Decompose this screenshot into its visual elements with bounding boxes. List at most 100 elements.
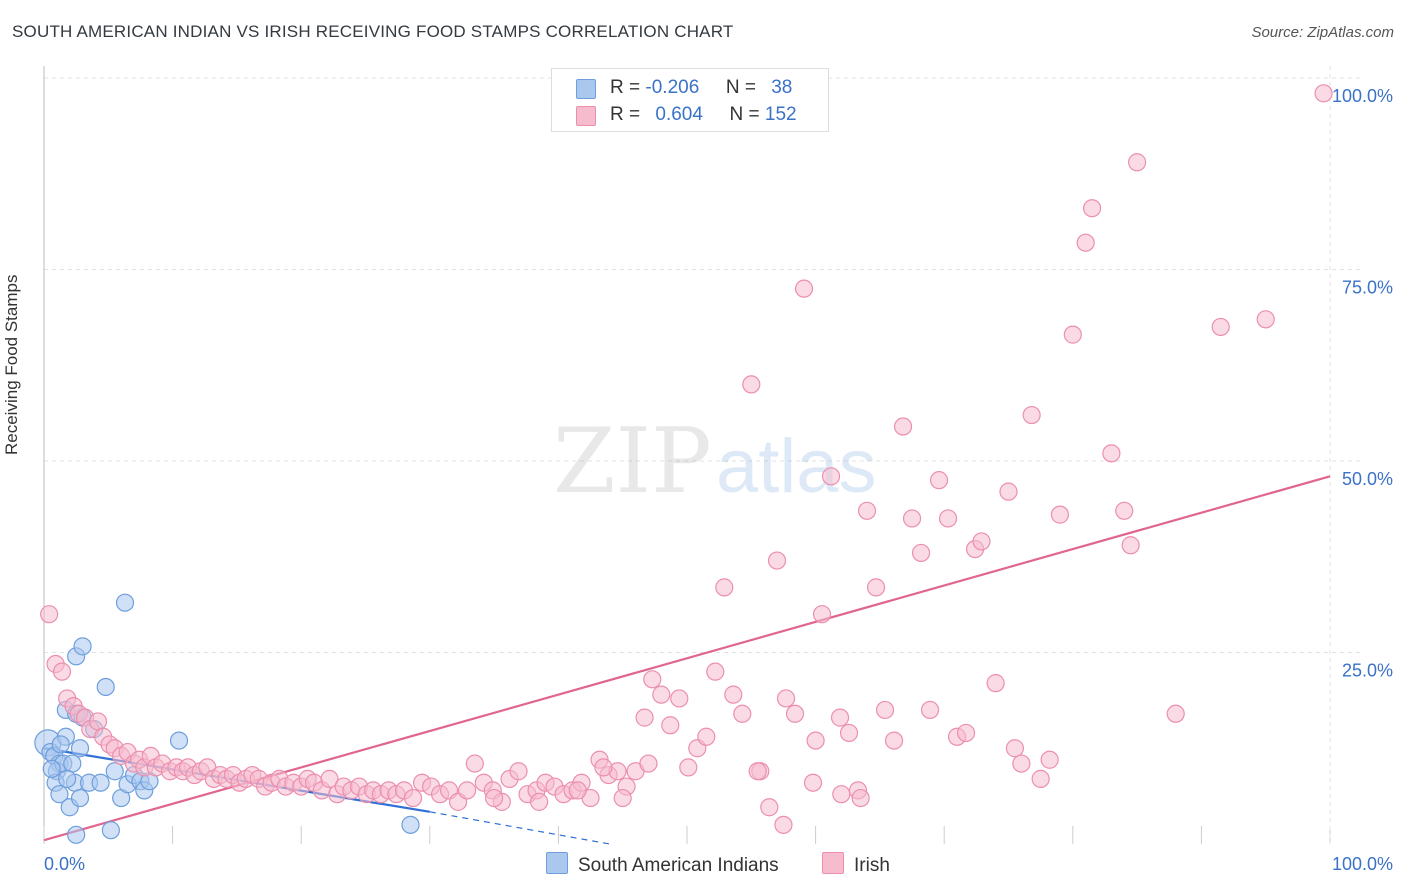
pink-point [929,471,949,490]
blue-trend-extension [429,811,610,845]
blue-point [67,825,86,844]
pink-point [1050,505,1070,524]
pink-point [742,375,761,394]
blue-point [169,731,189,750]
pink-point [509,762,528,781]
pink-point [1102,444,1121,463]
blue-point [73,637,92,656]
bottom-legend-pink: Irish [822,852,890,877]
pink-point [1115,501,1134,520]
pink-point [639,754,658,773]
blue-point [70,788,90,808]
pink-point [1211,317,1230,337]
pink-point [785,704,805,723]
pink-point [733,704,752,723]
pink-point [679,758,698,777]
pink-point [1031,769,1050,788]
pink-point [485,788,504,808]
pink-point [613,788,632,808]
pink-point [875,700,895,720]
pink-point [1022,405,1041,425]
bottom-legend-blue: South American Indians [546,852,779,877]
pink-point [911,543,931,563]
blue-point [42,759,61,779]
pink-point [776,689,796,708]
pink-point [88,712,108,731]
pink-point [893,417,913,436]
y-tick-label: 100.0% [1332,86,1393,106]
legend-r-value-pink: 0.604 [655,104,703,125]
pink-point [748,762,767,781]
pink-point [1256,310,1275,329]
pink-point [643,670,662,689]
blue-point [101,821,120,840]
pink-point [938,509,958,528]
legend-swatch-pink [576,106,596,126]
blue-point [58,769,77,788]
pink-point [697,727,716,746]
pink-point [724,685,743,704]
pink-point [465,754,484,773]
pink-point [1082,199,1102,218]
zipatlas-watermark: ZIP atlas [553,409,877,514]
pink-point [902,509,922,528]
pink-point [635,708,654,727]
data-points [34,84,1333,844]
pink-point [806,731,825,750]
axis-ticks: 25.0% 50.0% 75.0% 100.0% 0.0% 100.0% [44,86,1393,874]
correlation-legend: R = -0.206 N = 38 R = 0.604 N = 152 [551,68,829,132]
pink-point [40,605,59,624]
pink-point [1063,325,1082,344]
pink-point [920,700,940,720]
pink-point [866,578,886,597]
legend-text-blue: R = -0.206 N = 38 [610,77,792,99]
y-tick-label: 25.0% [1342,661,1393,681]
source-credit: Source: ZipAtlas.com [1251,24,1394,41]
blue-point [96,677,115,697]
blue-point [51,735,70,754]
legend-n-value-pink: 152 [764,104,797,125]
pink-point [1314,84,1333,103]
pink-point [999,482,1018,501]
pink-point [839,723,859,743]
pink-point [1005,739,1025,758]
pink-point [821,467,841,486]
watermark-atlas: atlas [716,424,877,509]
pink-point [670,689,689,708]
x-tick-label: 0.0% [44,854,85,874]
pink-point [1012,754,1031,773]
chart-title: SOUTH AMERICAN INDIAN VS IRISH RECEIVING… [12,22,734,41]
legend-swatch-blue [576,79,596,99]
pink-point [851,788,870,808]
pink-point [803,773,823,792]
blue-point [401,815,420,834]
pink-point [812,605,832,624]
blue-point [91,773,110,792]
pink-point [706,662,725,681]
legend-n-value-blue: 38 [771,77,793,98]
bottom-legend-label-blue: South American Indians [578,855,779,876]
legend-text-pink: R = 0.604 N = 152 [610,104,797,126]
pink-point [760,798,779,817]
pink-point [661,716,680,735]
blue-point [70,739,90,758]
bottom-legend-swatch-pink [822,852,844,874]
pink-point [972,532,991,551]
bottom-legend-label-pink: Irish [854,855,890,876]
pink-point [794,279,814,298]
y-axis-label: Receiving Food Stamps [2,274,21,455]
pink-point [774,815,793,834]
grid-lines [43,66,1360,844]
pink-point [1121,536,1140,555]
pink-point [568,781,587,800]
pink-point [956,723,976,743]
pink-point [530,792,549,811]
pink-point [1166,704,1185,723]
pink-point [457,781,477,800]
y-tick-label: 75.0% [1342,278,1393,298]
x-tick-label: 100.0% [1332,854,1393,874]
pink-point [1127,153,1147,172]
pink-point [1040,750,1059,769]
pink-point [320,769,339,788]
